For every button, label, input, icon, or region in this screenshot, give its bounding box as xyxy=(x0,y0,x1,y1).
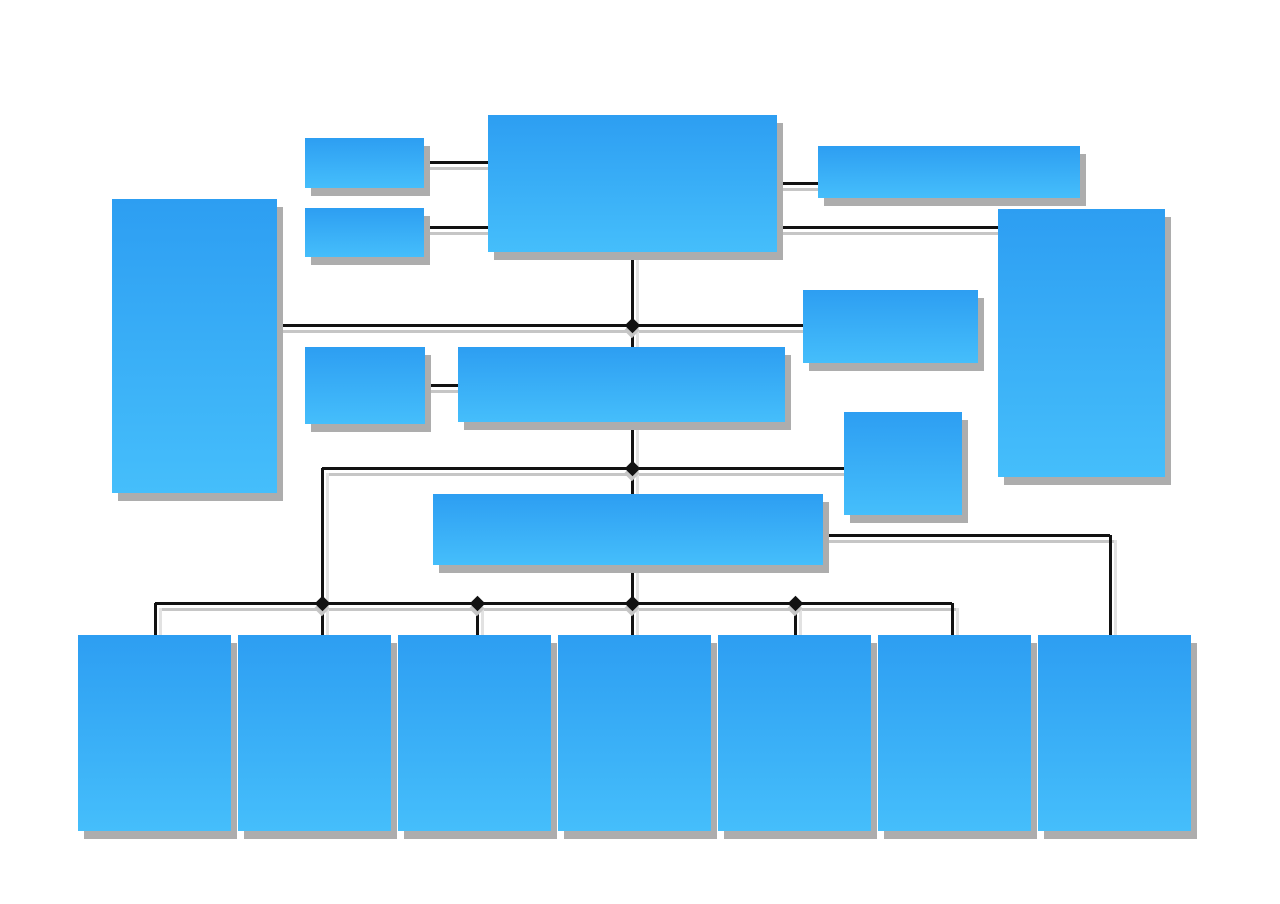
flowchart-node-mid-wide-2[interactable] xyxy=(433,494,823,565)
flowchart-node-top-right[interactable] xyxy=(818,146,1080,198)
connector-line xyxy=(424,161,488,164)
flowchart-node-main[interactable] xyxy=(488,115,777,252)
flowchart-node-mid-right[interactable] xyxy=(803,290,978,363)
flowchart-node-top-small-1[interactable] xyxy=(305,138,424,188)
connector-junction xyxy=(469,595,485,611)
connector-junction xyxy=(624,460,640,476)
connector-line xyxy=(155,602,952,605)
connector-line xyxy=(277,324,803,327)
flowchart-node-left-tall[interactable] xyxy=(112,199,277,493)
connector-line xyxy=(777,182,818,185)
flowchart-node-top-small-2[interactable] xyxy=(305,208,424,257)
flowchart-node-bottom-1[interactable] xyxy=(78,635,231,831)
flowchart-node-bottom-2[interactable] xyxy=(238,635,391,831)
flowchart-node-right-tall[interactable] xyxy=(998,209,1165,477)
connector-line xyxy=(154,603,157,635)
connector-line xyxy=(951,603,954,635)
flowchart-node-right-small[interactable] xyxy=(844,412,962,515)
connector-line xyxy=(476,603,479,635)
connector-line xyxy=(794,603,797,635)
connector-junction xyxy=(787,595,803,611)
connector-line xyxy=(777,226,998,229)
connector-line xyxy=(823,534,1110,537)
connector-line xyxy=(631,252,634,347)
connector-junction xyxy=(624,595,640,611)
flowchart-node-mid-wide-1[interactable] xyxy=(458,347,785,422)
flowchart-node-bottom-6[interactable] xyxy=(878,635,1031,831)
connector-junction xyxy=(624,317,640,333)
connector-line xyxy=(425,384,458,387)
flowchart-node-bottom-4[interactable] xyxy=(558,635,711,831)
connector-line xyxy=(424,226,488,229)
flowchart-node-bottom-3[interactable] xyxy=(398,635,551,831)
connector-line xyxy=(321,468,324,635)
flowchart-node-mid-small[interactable] xyxy=(305,347,425,424)
flowchart-node-bottom-7[interactable] xyxy=(1038,635,1191,831)
connector-line xyxy=(631,422,634,495)
connector-junction xyxy=(314,595,330,611)
flowchart-node-bottom-5[interactable] xyxy=(718,635,871,831)
connector-line xyxy=(1109,535,1112,635)
connector-line xyxy=(322,467,844,470)
